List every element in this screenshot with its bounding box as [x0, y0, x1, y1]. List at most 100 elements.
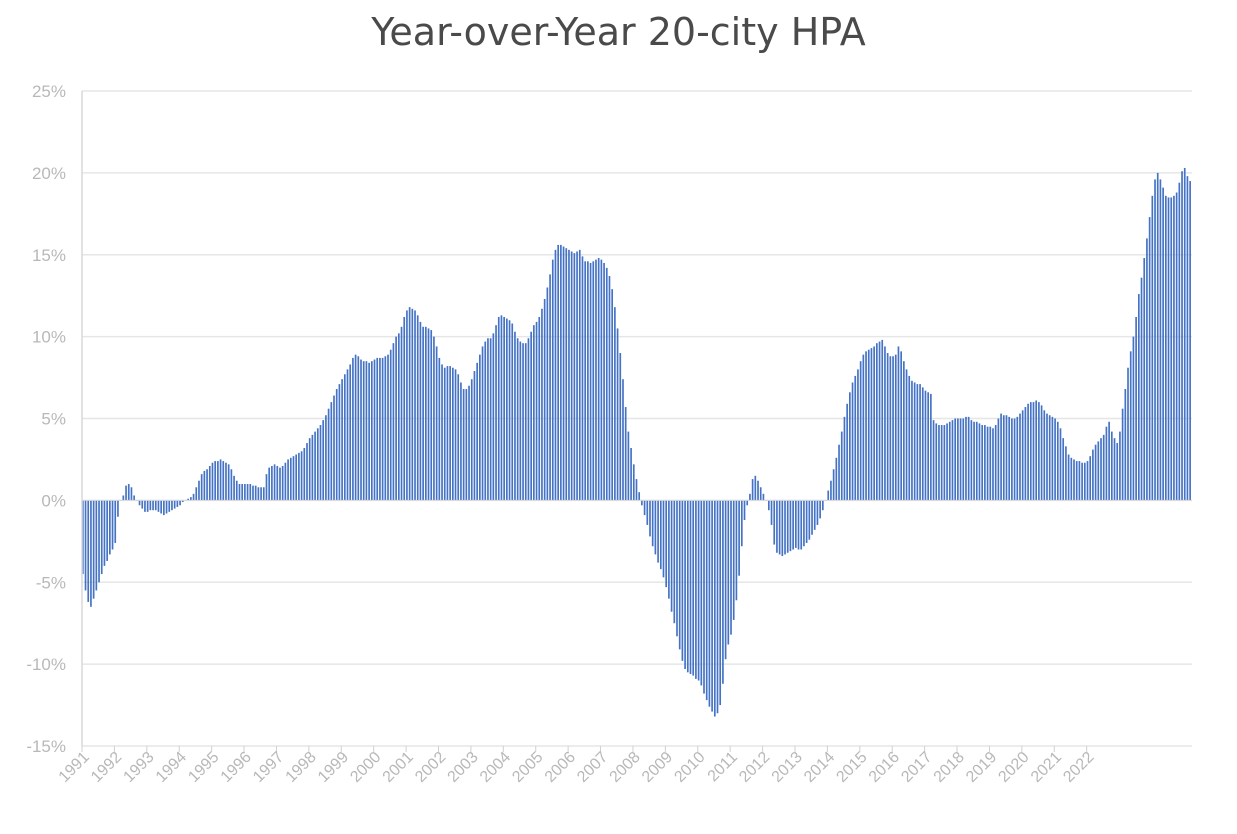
bar	[884, 346, 886, 501]
bar	[854, 375, 857, 501]
bar	[462, 389, 465, 501]
bar	[797, 500, 800, 550]
bar	[408, 307, 411, 501]
bar	[789, 500, 792, 552]
bar	[632, 464, 635, 501]
bar	[557, 244, 559, 501]
axes	[81, 91, 1192, 752]
bar	[160, 500, 162, 514]
bar	[1121, 408, 1124, 501]
x-tick-label: 1992	[88, 749, 125, 786]
bar	[916, 384, 919, 501]
bar	[1181, 171, 1183, 501]
bar	[292, 456, 295, 501]
bar	[1156, 172, 1159, 501]
bar	[333, 395, 335, 501]
bar	[352, 357, 354, 501]
bar	[387, 354, 389, 501]
bar	[392, 343, 395, 501]
bar	[222, 461, 225, 501]
y-tick-label: 25%	[32, 82, 66, 101]
bar	[268, 467, 271, 501]
bar	[100, 500, 103, 575]
x-tick-labels: 1991199219931994199519961997199819992000…	[56, 749, 1098, 786]
bar	[422, 326, 424, 501]
bar	[338, 384, 341, 501]
bar	[1011, 418, 1013, 501]
y-tick-label: 15%	[32, 246, 66, 265]
bar	[419, 321, 422, 501]
bar	[1183, 167, 1186, 501]
bar	[535, 321, 538, 501]
bar	[514, 331, 516, 501]
bar	[997, 418, 1000, 501]
bar	[273, 464, 276, 501]
bar	[1170, 197, 1173, 501]
bar	[730, 500, 732, 635]
bar	[454, 369, 457, 501]
bar	[659, 500, 662, 570]
bar	[1086, 461, 1089, 501]
bar	[246, 484, 249, 501]
bar	[635, 479, 638, 501]
bar	[192, 493, 195, 501]
bar	[1143, 258, 1146, 501]
bar	[962, 418, 965, 501]
bar	[376, 357, 379, 501]
x-tick-label: 2010	[671, 749, 708, 786]
bar	[427, 328, 430, 501]
bar	[125, 485, 127, 501]
bar	[1110, 431, 1113, 501]
bar	[365, 361, 368, 501]
bar	[565, 248, 568, 501]
bar	[843, 416, 846, 501]
bar	[1051, 416, 1054, 501]
bar	[541, 308, 543, 501]
bar	[1167, 197, 1170, 501]
y-tick-label: 10%	[32, 328, 66, 347]
bar	[173, 500, 176, 509]
bar	[773, 500, 776, 545]
bar	[568, 249, 570, 501]
bar	[416, 315, 419, 501]
bar	[900, 351, 902, 501]
bar	[465, 389, 468, 501]
bar	[873, 346, 875, 501]
x-tick-label: 2018	[931, 749, 968, 786]
bar	[370, 361, 373, 501]
bar	[816, 500, 819, 525]
bar	[784, 500, 786, 555]
bar	[211, 462, 214, 501]
x-tick-label: 2001	[380, 749, 417, 786]
bar	[98, 500, 100, 583]
bar	[857, 369, 859, 501]
bar	[549, 274, 551, 501]
bar	[689, 500, 692, 674]
bar	[711, 500, 713, 712]
bar	[543, 298, 546, 501]
bar	[627, 431, 630, 501]
x-tick-label: 1998	[283, 749, 320, 786]
y-tick-label: 20%	[32, 164, 66, 183]
x-tick-label: 2019	[963, 749, 1000, 786]
bar	[1005, 415, 1008, 501]
bar	[495, 325, 497, 501]
bar	[759, 487, 762, 501]
bar	[230, 469, 233, 501]
bar	[584, 261, 587, 501]
bar	[368, 362, 370, 501]
bar	[724, 500, 727, 660]
bar	[400, 326, 403, 501]
bar	[676, 500, 678, 637]
bar	[187, 498, 189, 501]
x-tick-label: 2021	[1028, 749, 1065, 786]
y-tick-label: 0%	[41, 491, 66, 510]
bar	[708, 500, 711, 707]
bar	[244, 484, 246, 501]
bar	[460, 382, 462, 501]
bar	[481, 346, 484, 501]
bar	[767, 500, 770, 511]
bar	[141, 500, 144, 509]
bar	[614, 307, 616, 501]
